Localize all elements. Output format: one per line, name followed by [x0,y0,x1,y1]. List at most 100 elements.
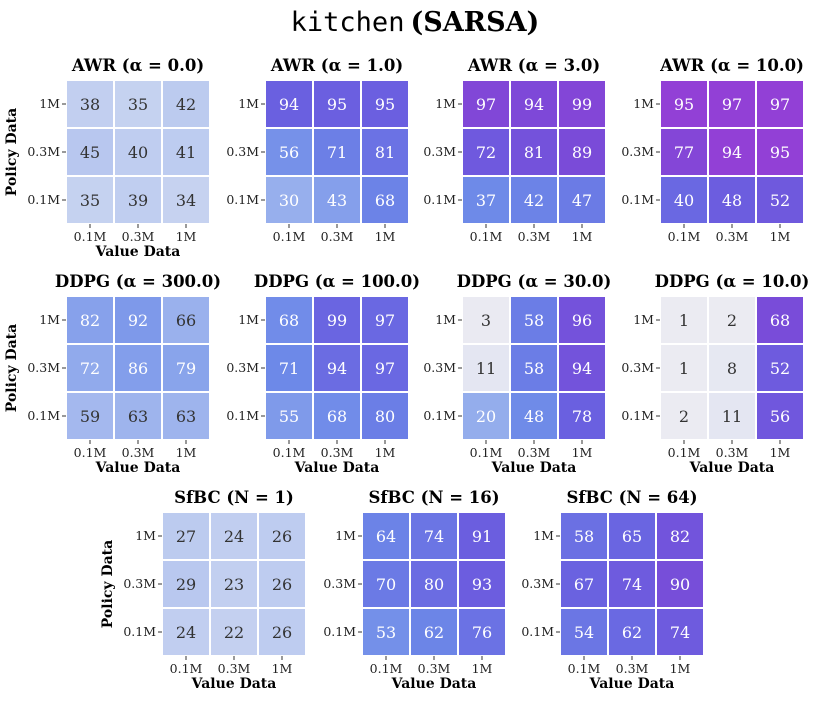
heatmap-panel: DDPG (α = 300.0) 82 92 66 72 86 79 59 63 63 1M 0.3M… [4,272,221,476]
heatmap-cell-label: 74 [424,527,444,546]
heatmap-cell [755,295,805,345]
heatmap-title: SfBC (N = 16) [368,488,499,507]
heatmap-cell-label: 27 [176,527,196,546]
y-tick-label: 0.1M [123,624,156,639]
heatmap-cell [161,295,211,345]
x-tick-label: 0.3M [418,661,451,676]
heatmap-cell [557,295,607,345]
heatmap-title: DDPG (α = 10.0) [655,272,810,291]
heatmap-cell [755,175,805,225]
heatmap-title: DDPG (α = 30.0) [457,272,612,291]
heatmap-cell-label: 26 [272,575,292,594]
heatmap-cell-label: 20 [476,407,496,426]
x-axis-label: Value Data [689,460,775,476]
y-tick-label: 0.1M [521,624,554,639]
heatmap-cell-label: 56 [279,143,299,162]
heatmap-cell-label: 41 [176,143,196,162]
x-tick-label: 0.1M [170,661,203,676]
heatmap-cell [360,295,410,345]
heatmap-title: DDPG (α = 300.0) [55,272,221,291]
x-axis-label: Value Data [294,460,380,476]
heatmap-cell-label: 78 [572,407,592,426]
figure-title-algo: (SARSA) [410,7,539,38]
heatmap-cell-label: 81 [375,143,395,162]
heatmap-title: DDPG (α = 100.0) [254,272,420,291]
heatmap-cell-label: 68 [770,311,790,330]
heatmap-cell [161,127,211,177]
heatmap-cell [360,127,410,177]
heatmap-cell [312,391,362,441]
heatmap-cell [659,343,709,393]
heatmap-cell-label: 95 [327,95,347,114]
heatmap-cell-label: 97 [375,311,395,330]
heatmap-cell-label: 8 [727,359,737,378]
heatmap-cell-label: 48 [722,191,742,210]
heatmap-cell-label: 37 [476,191,496,210]
heatmap-cell-label: 95 [375,95,395,114]
x-tick-label: 0.3M [616,661,649,676]
x-tick-label: 1M [375,229,396,244]
heatmap-cell [257,559,307,609]
heatmap-cell-label: 52 [770,359,790,378]
x-tick-label: 1M [770,445,791,460]
heatmap-title: AWR (α = 1.0) [270,56,403,75]
y-tick-label: 0.1M [323,624,356,639]
heatmap-cell-label: 40 [128,143,148,162]
heatmap-cell [312,127,362,177]
y-tick-label: 1M [435,96,456,111]
heatmap-cell-label: 1 [679,311,689,330]
x-tick-label: 1M [472,661,493,676]
heatmap-cell-label: 68 [375,191,395,210]
x-tick-label: 0.3M [122,229,155,244]
heatmap-cell-label: 74 [622,575,642,594]
y-tick-label: 1M [238,96,259,111]
heatmap-cell-label: 24 [176,623,196,642]
x-tick-label: 1M [670,661,691,676]
heatmap-panel: SfBC (N = 1) 27 24 26 29 23 26 24 22 26 1M 0.3M 0.1M… [100,488,307,692]
heatmap-cell [360,175,410,225]
heatmap-cell-label: 99 [327,311,347,330]
heatmap-cell-label: 94 [279,95,299,114]
y-tick-label: 0.3M [621,144,654,159]
x-tick-label: 0.3M [716,229,749,244]
heatmap-cell-label: 70 [376,575,396,594]
heatmap-cell-label: 22 [224,623,244,642]
heatmap-cell-label: 95 [770,143,790,162]
heatmap-cell [607,559,657,609]
heatmap-cell [557,391,607,441]
x-tick-label: 0.1M [370,661,403,676]
heatmap-cell-label: 96 [572,311,592,330]
heatmap-cell-label: 97 [722,95,742,114]
heatmap-cell-label: 82 [670,527,690,546]
heatmap-cell [161,391,211,441]
y-tick-label: 0.3M [27,144,60,159]
heatmap-cell-label: 94 [327,359,347,378]
x-tick-label: 1M [176,445,197,460]
y-tick-label: 1M [39,312,60,327]
heatmap-cell-label: 97 [375,359,395,378]
heatmap-cell-label: 89 [572,143,592,162]
heatmap-panel: AWR (α = 10.0) 95 97 97 77 94 95 40 48 52 1M 0.3M 0.… [621,56,805,244]
heatmap-cell [707,175,757,225]
x-tick-label: 0.3M [518,445,551,460]
heatmap-cell-label: 99 [572,95,592,114]
heatmap-cell [264,79,314,129]
heatmap-cell-label: 76 [472,623,492,642]
heatmap-cell-label: 39 [128,191,148,210]
x-tick-label: 1M [375,445,396,460]
y-tick-label: 0.3M [423,144,456,159]
heatmap-cell-label: 82 [80,311,100,330]
heatmap-cell-label: 97 [476,95,496,114]
y-tick-label: 1M [633,312,654,327]
y-tick-label: 0.3M [27,360,60,375]
y-tick-label: 0.3M [323,576,356,591]
heatmap-cell-label: 65 [622,527,642,546]
heatmap-cell [755,343,805,393]
heatmap-cell-label: 92 [128,311,148,330]
figure-title: kitchen (SARSA) [291,7,540,38]
heatmap-cell-label: 45 [80,143,100,162]
heatmap-title: AWR (α = 3.0) [467,56,600,75]
heatmap-cell-label: 59 [80,407,100,426]
heatmap-cell-label: 62 [424,623,444,642]
